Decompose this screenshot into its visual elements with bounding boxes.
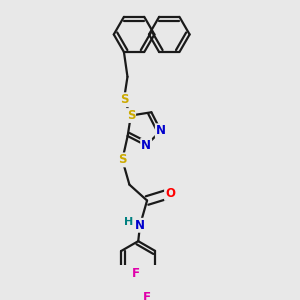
Text: H: H	[124, 217, 133, 227]
Text: S: S	[118, 153, 127, 167]
Text: F: F	[132, 267, 140, 280]
Text: N: N	[135, 219, 145, 232]
Text: N: N	[141, 139, 151, 152]
Text: S: S	[120, 93, 128, 106]
Text: S: S	[127, 109, 135, 122]
Text: N: N	[156, 124, 166, 137]
Text: O: O	[165, 187, 175, 200]
Text: F: F	[143, 291, 151, 300]
